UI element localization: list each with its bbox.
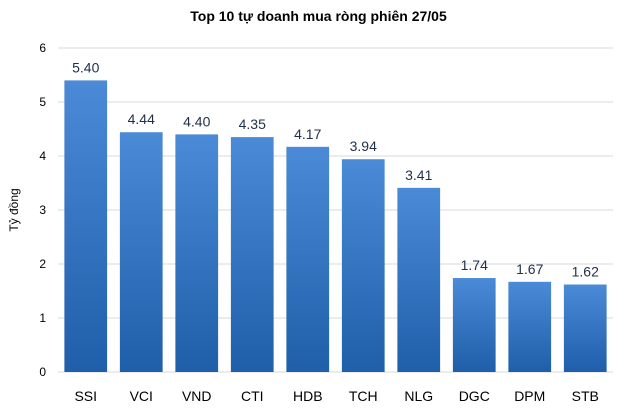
bar-tch (341, 159, 385, 372)
x-tick-label: HDB (293, 388, 323, 404)
data-label: 3.41 (405, 167, 432, 183)
x-tick-label: DPM (514, 388, 545, 404)
x-tick-label: VCI (130, 388, 153, 404)
bar-ssi (64, 80, 108, 373)
chart-title: Top 10 tự doanh mua ròng phiên 27/05 (190, 8, 447, 24)
x-tick-label: STB (572, 388, 599, 404)
y-tick-label: 6 (39, 41, 46, 55)
bar-stb (563, 284, 607, 372)
data-label: 4.17 (294, 126, 321, 142)
y-tick-label: 0 (39, 365, 46, 379)
x-tick-label: CTI (241, 388, 264, 404)
data-label: 3.94 (350, 138, 377, 154)
x-tick-label: SSI (74, 388, 97, 404)
y-tick-label: 3 (39, 203, 46, 217)
data-label: 5.40 (72, 59, 99, 75)
y-tick-label: 4 (39, 149, 46, 163)
y-tick-label: 2 (39, 257, 46, 271)
x-tick-label: DGC (459, 388, 490, 404)
bar-cti (230, 137, 274, 372)
x-tick-label: VND (182, 388, 212, 404)
data-label: 1.67 (516, 261, 543, 277)
bar-vnd (175, 134, 219, 372)
y-tick-label: 5 (39, 95, 46, 109)
y-tick-label: 1 (39, 311, 46, 325)
data-label: 1.62 (572, 264, 599, 280)
data-label: 4.35 (239, 116, 266, 132)
bar-vci (119, 132, 163, 372)
x-tick-label: TCH (349, 388, 378, 404)
bar-hdb (286, 146, 330, 372)
bar-dpm (508, 281, 552, 372)
bar-dgc (452, 278, 496, 372)
data-label: 4.40 (183, 113, 210, 129)
bar-nlg (397, 187, 441, 372)
data-label: 1.74 (461, 257, 488, 273)
data-label: 4.44 (128, 111, 155, 127)
x-tick-label: NLG (404, 388, 433, 404)
